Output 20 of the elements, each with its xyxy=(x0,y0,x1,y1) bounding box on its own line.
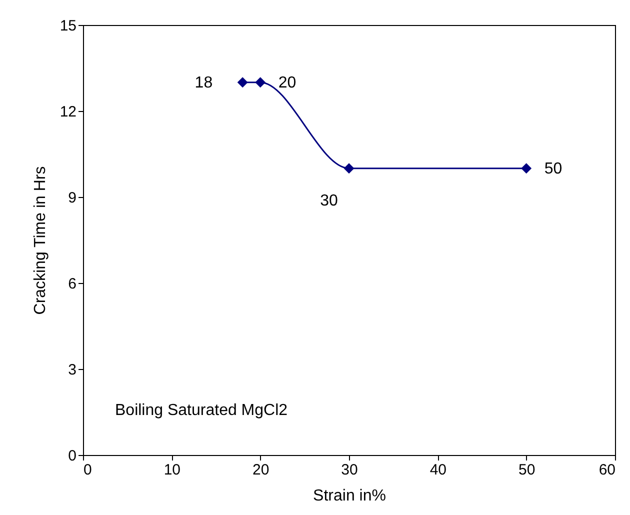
x-tick-label: 0 xyxy=(84,462,92,478)
annotation: 50 xyxy=(544,160,562,178)
annotation: 30 xyxy=(320,192,338,210)
y-tick-label: 6 xyxy=(68,276,76,292)
y-tick-label: 15 xyxy=(60,18,76,34)
x-tick-label: 20 xyxy=(252,462,270,478)
x-tick-label: 40 xyxy=(430,462,447,478)
y-axis-title: Cracking Time in Hrs xyxy=(32,166,49,315)
annotation: Boiling Saturated MgCl2 xyxy=(115,402,288,419)
y-tick-label: 3 xyxy=(68,362,76,378)
y-tick-label: 0 xyxy=(68,448,76,464)
y-tick-label: 12 xyxy=(60,104,76,120)
x-tick-label: 60 xyxy=(598,462,616,478)
annotation: 18 xyxy=(194,74,213,92)
x-axis-title: Strain in% xyxy=(313,488,386,504)
x-tick-label: 50 xyxy=(518,462,536,478)
annotation: 20 xyxy=(278,74,296,92)
x-tick-label: 10 xyxy=(164,462,181,478)
y-tick-label: 9 xyxy=(68,190,76,206)
x-tick-label: 30 xyxy=(341,462,358,478)
